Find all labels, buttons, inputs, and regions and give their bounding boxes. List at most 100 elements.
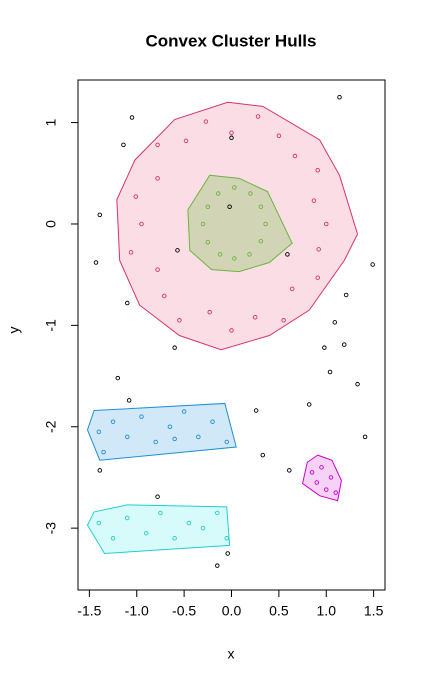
point — [125, 434, 130, 440]
point — [306, 402, 312, 407]
point — [115, 375, 121, 381]
y-tick-label: -3 — [43, 522, 59, 535]
point — [281, 318, 286, 323]
point — [332, 320, 338, 325]
point — [258, 204, 264, 209]
point — [314, 480, 320, 485]
point — [133, 194, 139, 199]
point — [139, 414, 144, 419]
point — [343, 292, 349, 298]
point — [309, 470, 315, 475]
point — [362, 434, 368, 440]
point — [370, 262, 375, 267]
point — [155, 494, 160, 499]
point — [355, 381, 360, 387]
point — [315, 167, 320, 173]
point — [125, 515, 130, 521]
point — [316, 247, 321, 252]
point — [186, 520, 192, 526]
cluster-hull — [86, 504, 231, 555]
chart-title: Convex Cluster Hulls — [146, 31, 317, 50]
point — [232, 256, 237, 261]
point — [97, 468, 103, 473]
point — [252, 315, 258, 320]
point — [289, 286, 295, 292]
cluster-hull — [302, 454, 342, 502]
point — [287, 468, 292, 473]
point — [143, 530, 149, 536]
point — [139, 221, 144, 227]
x-tick-label: 0.5 — [269, 603, 289, 619]
point — [177, 318, 182, 323]
point — [129, 115, 135, 120]
point — [183, 138, 189, 144]
cluster-hull — [116, 101, 359, 351]
point — [215, 510, 220, 516]
point — [258, 238, 264, 244]
point — [227, 204, 232, 209]
point — [172, 536, 177, 541]
point — [200, 221, 206, 227]
point — [207, 309, 212, 315]
point — [161, 293, 167, 299]
point — [255, 114, 261, 119]
y-tick-label: -1 — [43, 319, 59, 332]
x-tick-label: 1.5 — [364, 603, 384, 619]
point — [121, 142, 126, 148]
point — [128, 250, 134, 255]
plot-area — [86, 94, 375, 568]
point — [342, 342, 347, 347]
point — [175, 248, 180, 253]
point — [205, 204, 211, 209]
point — [126, 398, 132, 403]
point — [167, 424, 173, 430]
point — [215, 191, 221, 196]
point — [196, 434, 201, 440]
point — [247, 252, 252, 257]
point — [263, 221, 268, 227]
point — [101, 449, 106, 455]
point — [315, 275, 320, 280]
point — [328, 475, 334, 480]
point — [327, 369, 333, 375]
point — [248, 191, 253, 196]
point — [172, 345, 177, 350]
point — [224, 536, 230, 541]
y-tick-label: 0 — [43, 220, 59, 228]
cluster-hull — [187, 174, 293, 273]
x-tick-label: -0.5 — [172, 603, 196, 619]
point — [225, 551, 230, 556]
point — [319, 465, 324, 470]
point — [155, 267, 160, 272]
point — [200, 525, 206, 531]
point — [110, 419, 116, 424]
point — [203, 119, 209, 124]
point — [232, 185, 237, 190]
point — [215, 563, 220, 568]
point — [292, 153, 298, 159]
point — [110, 536, 116, 541]
point — [324, 221, 329, 227]
x-tick-label: 1.0 — [317, 603, 337, 619]
point — [210, 419, 215, 424]
y-axis-label: y — [6, 327, 22, 334]
point — [311, 198, 317, 203]
point — [322, 345, 327, 350]
point — [155, 176, 160, 181]
point — [181, 409, 187, 414]
point — [155, 142, 160, 148]
point — [333, 490, 338, 495]
point — [93, 260, 99, 265]
y-tick-label: -2 — [43, 420, 59, 433]
cluster-hull — [86, 402, 237, 461]
point — [205, 239, 211, 245]
point — [324, 487, 329, 492]
point — [285, 252, 290, 257]
point — [253, 408, 259, 413]
point — [158, 510, 163, 516]
point — [96, 520, 102, 526]
point — [125, 300, 130, 306]
x-axis-label: x — [228, 646, 235, 662]
x-tick-label: -1.5 — [77, 603, 101, 619]
